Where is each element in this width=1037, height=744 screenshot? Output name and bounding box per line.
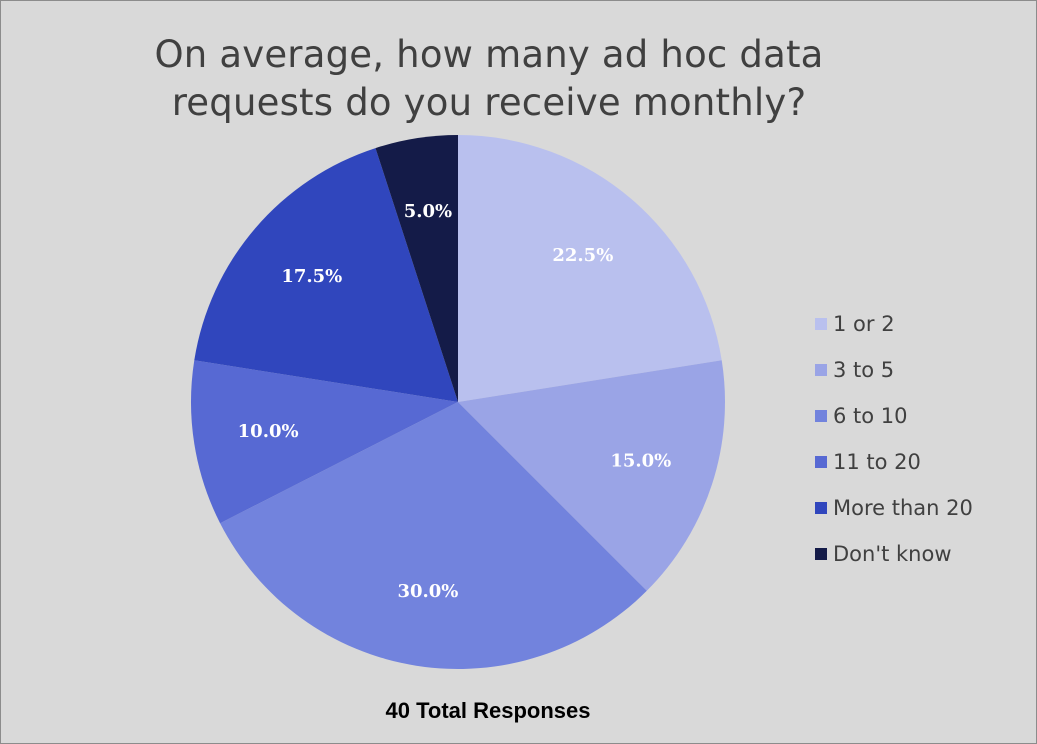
pie-slice-don-t-know [375, 135, 458, 402]
legend-swatch [815, 456, 827, 468]
slice-label-1-or-2: 22.5% [552, 245, 613, 266]
slice-label-11-to-20: 10.0% [238, 421, 299, 442]
legend-label: 1 or 2 [833, 312, 895, 336]
legend-item-11-to-20: 11 to 20 [815, 439, 973, 485]
legend-swatch [815, 548, 827, 560]
legend-item-1-or-2: 1 or 2 [815, 301, 973, 347]
legend-label: 11 to 20 [833, 450, 921, 474]
slice-label-don-t-know: 5.0% [404, 201, 452, 222]
chart-legend: 1 or 2 3 to 5 6 to 10 11 to 20 More than 20 D… [815, 301, 973, 577]
slice-label-more-than-20: 17.5% [281, 266, 342, 287]
pie-slice-3-to-5 [458, 360, 725, 591]
pie-slice-11-to-20 [190, 360, 458, 524]
legend-item-don-t-know: Don't know [815, 531, 973, 577]
legend-swatch [815, 318, 827, 330]
legend-label: More than 20 [833, 496, 973, 520]
chart-title: On average, how many ad hoc data request… [154, 33, 824, 124]
legend-item-3-to-5: 3 to 5 [815, 347, 973, 393]
slice-label-3-to-5: 15.0% [610, 450, 671, 471]
legend-swatch [815, 502, 827, 514]
legend-swatch [815, 364, 827, 376]
slice-label-6-to-10: 30.0% [397, 581, 458, 602]
legend-label: 3 to 5 [833, 358, 895, 382]
pie-slice-1-or-2 [458, 135, 722, 402]
legend-item-more-than-20: More than 20 [815, 485, 973, 531]
legend-swatch [815, 410, 827, 422]
legend-item-6-to-10: 6 to 10 [815, 393, 973, 439]
total-responses-note: 40 Total Responses [385, 698, 591, 723]
legend-label: Don't know [833, 542, 952, 566]
pie-slice-more-than-20 [194, 148, 458, 402]
pie-slice-6-to-10 [220, 402, 647, 669]
legend-label: 6 to 10 [833, 404, 908, 428]
